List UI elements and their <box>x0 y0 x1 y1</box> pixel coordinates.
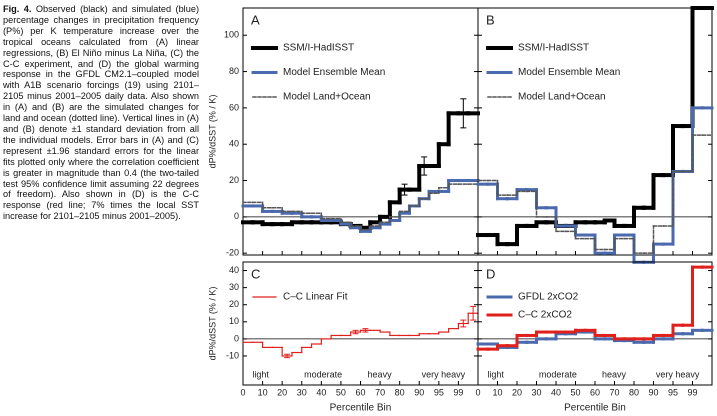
x-tick-label: 90 <box>414 387 424 397</box>
caption-label: Fig. 4. <box>3 4 32 14</box>
panel-frame <box>242 7 479 256</box>
x-axis-label: Percentile Bin <box>330 403 392 414</box>
x-tick-label: 0 <box>475 387 480 397</box>
x-tick-label: 20 <box>512 387 522 397</box>
caption-text: Observed (black) and simulated (blue) pe… <box>3 4 200 222</box>
y-tick-label: 0 <box>234 333 239 343</box>
panel-frame <box>242 261 479 386</box>
annotation: very heavy <box>656 369 700 379</box>
x-tick-label: 10 <box>492 387 502 397</box>
annotation: moderate <box>304 369 342 379</box>
panel-letter: A <box>251 12 260 27</box>
legend-label: GFDL 2xCO2 <box>518 292 579 303</box>
x-tick-label: 99 <box>453 387 463 397</box>
y-tick-label: 20 <box>229 299 239 309</box>
x-tick-label: 70 <box>609 387 619 397</box>
panel-frame <box>477 7 713 256</box>
legend-label: SSM/I-HadISST <box>283 43 354 54</box>
legend-label: Model Land+Ocean <box>518 92 606 103</box>
x-tick-label: 10 <box>258 387 268 397</box>
panel-frame <box>477 261 713 386</box>
x-tick-label: 50 <box>570 387 580 397</box>
panel-letter: D <box>486 266 495 281</box>
legend-label: Model Ensemble Mean <box>283 67 385 78</box>
x-tick-label: 80 <box>395 387 405 397</box>
x-tick-label: 40 <box>551 387 561 397</box>
x-tick-label: 90 <box>648 387 658 397</box>
x-tick-label: 80 <box>629 387 639 397</box>
annotation: very heavy <box>422 369 466 379</box>
annotation: light <box>487 369 504 379</box>
y-axis-label: dP%/dSST (% / K) <box>207 287 217 361</box>
panel-letter: C <box>251 266 260 281</box>
y-tick-label: 100 <box>224 30 239 40</box>
legend-label: Model Land+Ocean <box>283 92 371 103</box>
legend-label: Model Ensemble Mean <box>518 67 620 78</box>
legend-label: C–C Linear Fit <box>283 292 348 303</box>
y-tick-label: -20 <box>226 248 239 258</box>
annotation: light <box>252 369 269 379</box>
x-tick-label: 95 <box>434 387 444 397</box>
panel-letter: B <box>486 12 495 27</box>
y-tick-label: 40 <box>229 265 239 275</box>
y-tick-label: 20 <box>229 175 239 185</box>
legend-label: SSM/I-HadISST <box>518 43 589 54</box>
x-tick-label: 50 <box>336 387 346 397</box>
x-tick-label: 60 <box>355 387 365 397</box>
y-tick-label: -10 <box>226 350 239 360</box>
annotation: moderate <box>539 369 577 379</box>
x-tick-label: 95 <box>668 387 678 397</box>
x-tick-label: 20 <box>277 387 287 397</box>
x-tick-label: 70 <box>375 387 385 397</box>
x-axis-label: Percentile Bin <box>564 403 626 414</box>
x-tick-label: 40 <box>316 387 326 397</box>
x-tick-label: 0 <box>240 387 245 397</box>
y-tick-label: 30 <box>229 282 239 292</box>
legend-label: C–C 2xCO2 <box>518 310 572 321</box>
annotation: heavy <box>602 369 627 379</box>
x-tick-label: 60 <box>590 387 600 397</box>
y-axis-label: dP%/dSST (% / K) <box>207 95 217 169</box>
caption: Fig. 4. Observed (black) and simulated (… <box>3 4 199 222</box>
x-tick-label: 30 <box>297 387 307 397</box>
annotation: heavy <box>368 369 393 379</box>
y-tick-label: 10 <box>229 316 239 326</box>
y-tick-label: 80 <box>229 66 239 76</box>
x-tick-label: 30 <box>531 387 541 397</box>
x-tick-label: 99 <box>687 387 697 397</box>
y-tick-label: 60 <box>229 102 239 112</box>
y-tick-label: 40 <box>229 139 239 149</box>
y-tick-label: 0 <box>234 211 239 221</box>
